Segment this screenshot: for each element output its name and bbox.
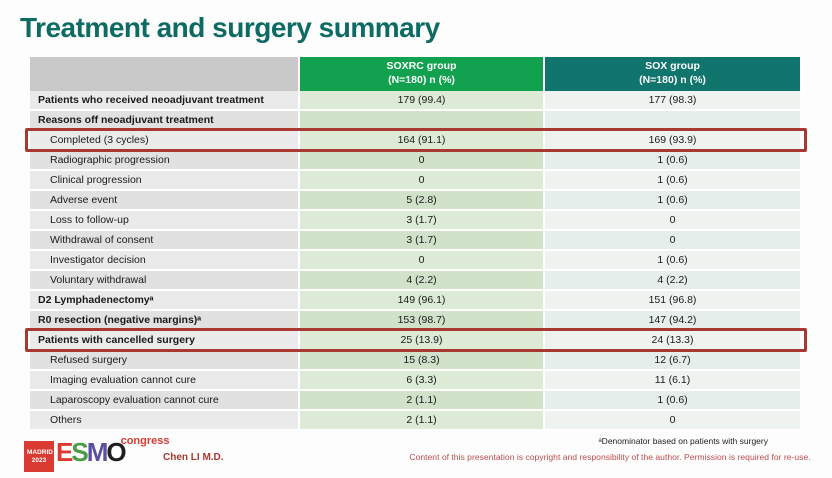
congress-label: congress <box>120 435 170 447</box>
row-label: R0 resection (negative margins)ᵃ <box>30 311 300 331</box>
header-cell-label <box>30 57 300 91</box>
soxrc-value: 153 (98.7) <box>300 311 545 331</box>
soxrc-group-sub: (N=180) n (%) <box>388 74 455 86</box>
esmo-letter-o: O <box>106 437 126 467</box>
row-label: Imaging evaluation cannot cure <box>30 371 300 391</box>
row-label: Patients with cancelled surgery <box>30 331 300 351</box>
table-row: D2 Lymphadenectomyᵃ 149 (96.1) 151 (96.8… <box>30 291 800 311</box>
soxrc-value: 2 (1.1) <box>300 411 545 431</box>
table-row: Withdrawal of consent 3 (1.7) 0 <box>30 231 800 251</box>
sox-group-name: SOX group <box>645 60 700 73</box>
summary-table: SOXRC group (N=180) n (%) SOX group (N=1… <box>25 57 807 431</box>
row-label: Loss to follow-up <box>30 211 300 231</box>
table-row: Loss to follow-up 3 (1.7) 0 <box>30 211 800 231</box>
header-cell-soxrc-group: SOXRC group (N=180) n (%) <box>300 57 545 91</box>
sox-value: 0 <box>545 411 800 431</box>
esmo-letter-e: E <box>56 437 73 467</box>
sox-value: 0 <box>545 211 800 231</box>
row-label: Refused surgery <box>30 351 300 371</box>
table-row: Radiographic progression 0 1 (0.6) <box>30 151 800 171</box>
esmo-letter-m: M <box>86 437 109 467</box>
table-row: Imaging evaluation cannot cure 6 (3.3) 1… <box>30 371 800 391</box>
page-title: Treatment and surgery summary <box>20 12 440 43</box>
header-cell-sox-group: SOX group (N=180) n (%) <box>545 57 800 91</box>
table-row: R0 resection (negative margins)ᵃ 153 (98… <box>30 311 800 331</box>
sox-value: 1 (0.6) <box>545 171 800 191</box>
logo-year-text: 2023 <box>31 456 47 464</box>
sox-value: 151 (96.8) <box>545 291 800 311</box>
table-row: Refused surgery 15 (8.3) 12 (6.7) <box>30 351 800 371</box>
row-label: Adverse event <box>30 191 300 211</box>
table-row: Laparoscopy evaluation cannot cure 2 (1.… <box>30 391 800 411</box>
row-label: Investigator decision <box>30 251 300 271</box>
sox-value: 1 (0.6) <box>545 191 800 211</box>
sox-value: 169 (93.9) <box>545 131 800 151</box>
soxrc-value: 3 (1.7) <box>300 231 545 251</box>
soxrc-value: 15 (8.3) <box>300 351 545 371</box>
logo-city-text: MADRID <box>27 449 53 456</box>
copyright-notice: Content of this presentation is copyrigh… <box>409 452 811 462</box>
soxrc-value: 3 (1.7) <box>300 211 545 231</box>
sox-value: 12 (6.7) <box>545 351 800 371</box>
table-row: Reasons off neoadjuvant treatment <box>30 111 800 131</box>
sox-value: 177 (98.3) <box>545 91 800 111</box>
soxrc-value: 0 <box>300 171 545 191</box>
soxrc-value: 4 (2.2) <box>300 271 545 291</box>
soxrc-value: 25 (13.9) <box>300 331 545 351</box>
table-body: Patients who received neoadjuvant treatm… <box>25 91 807 431</box>
soxrc-value: 179 (99.4) <box>300 91 545 111</box>
sox-value: 11 (6.1) <box>545 371 800 391</box>
table-row: Completed (3 cycles) 164 (91.1) 169 (93.… <box>25 128 807 152</box>
row-label: Others <box>30 411 300 431</box>
sox-value: 1 (0.6) <box>545 151 800 171</box>
row-label: Clinical progression <box>30 171 300 191</box>
soxrc-value: 0 <box>300 251 545 271</box>
sox-value: 147 (94.2) <box>545 311 800 331</box>
soxrc-value: 149 (96.1) <box>300 291 545 311</box>
sox-group-sub: (N=180) n (%) <box>639 74 706 86</box>
madrid-2023-badge: MADRID 2023 <box>24 441 54 472</box>
table-row: Voluntary withdrawal 4 (2.2) 4 (2.2) <box>30 271 800 291</box>
sox-value: 0 <box>545 231 800 251</box>
sox-value: 1 (0.6) <box>545 251 800 271</box>
author-name: Chen LI M.D. <box>163 452 224 463</box>
soxrc-value: 2 (1.1) <box>300 391 545 411</box>
esmo-letter-s: S <box>71 437 88 467</box>
row-label: Reasons off neoadjuvant treatment <box>30 111 300 131</box>
table-row: Patients who received neoadjuvant treatm… <box>30 91 800 111</box>
row-label: D2 Lymphadenectomyᵃ <box>30 291 300 311</box>
table-row: Adverse event 5 (2.8) 1 (0.6) <box>30 191 800 211</box>
esmo-wordmark: ESMO <box>56 437 127 467</box>
table-row: Clinical progression 0 1 (0.6) <box>30 171 800 191</box>
sox-value: 1 (0.6) <box>545 391 800 411</box>
table-header: SOXRC group (N=180) n (%) SOX group (N=1… <box>30 57 800 91</box>
table-row: Investigator decision 0 1 (0.6) <box>30 251 800 271</box>
sox-value <box>545 111 800 131</box>
denominator-footnote: ᵃDenominator based on patients with surg… <box>598 436 768 446</box>
soxrc-group-name: SOXRC group <box>386 60 457 73</box>
esmo-congress-logo: MADRID 2023 ESMO congress <box>24 435 170 472</box>
row-label: Withdrawal of consent <box>30 231 300 251</box>
row-label: Patients who received neoadjuvant treatm… <box>30 91 300 111</box>
soxrc-value <box>300 111 545 131</box>
row-label: Radiographic progression <box>30 151 300 171</box>
soxrc-value: 164 (91.1) <box>300 131 545 151</box>
table-row: Patients with cancelled surgery 25 (13.9… <box>25 328 807 352</box>
sox-value: 24 (13.3) <box>545 331 800 351</box>
table-row: Others 2 (1.1) 0 <box>30 411 800 431</box>
row-label: Completed (3 cycles) <box>30 131 300 151</box>
row-label: Voluntary withdrawal <box>30 271 300 291</box>
row-label: Laparoscopy evaluation cannot cure <box>30 391 300 411</box>
soxrc-value: 6 (3.3) <box>300 371 545 391</box>
sox-value: 4 (2.2) <box>545 271 800 291</box>
soxrc-value: 5 (2.8) <box>300 191 545 211</box>
soxrc-value: 0 <box>300 151 545 171</box>
